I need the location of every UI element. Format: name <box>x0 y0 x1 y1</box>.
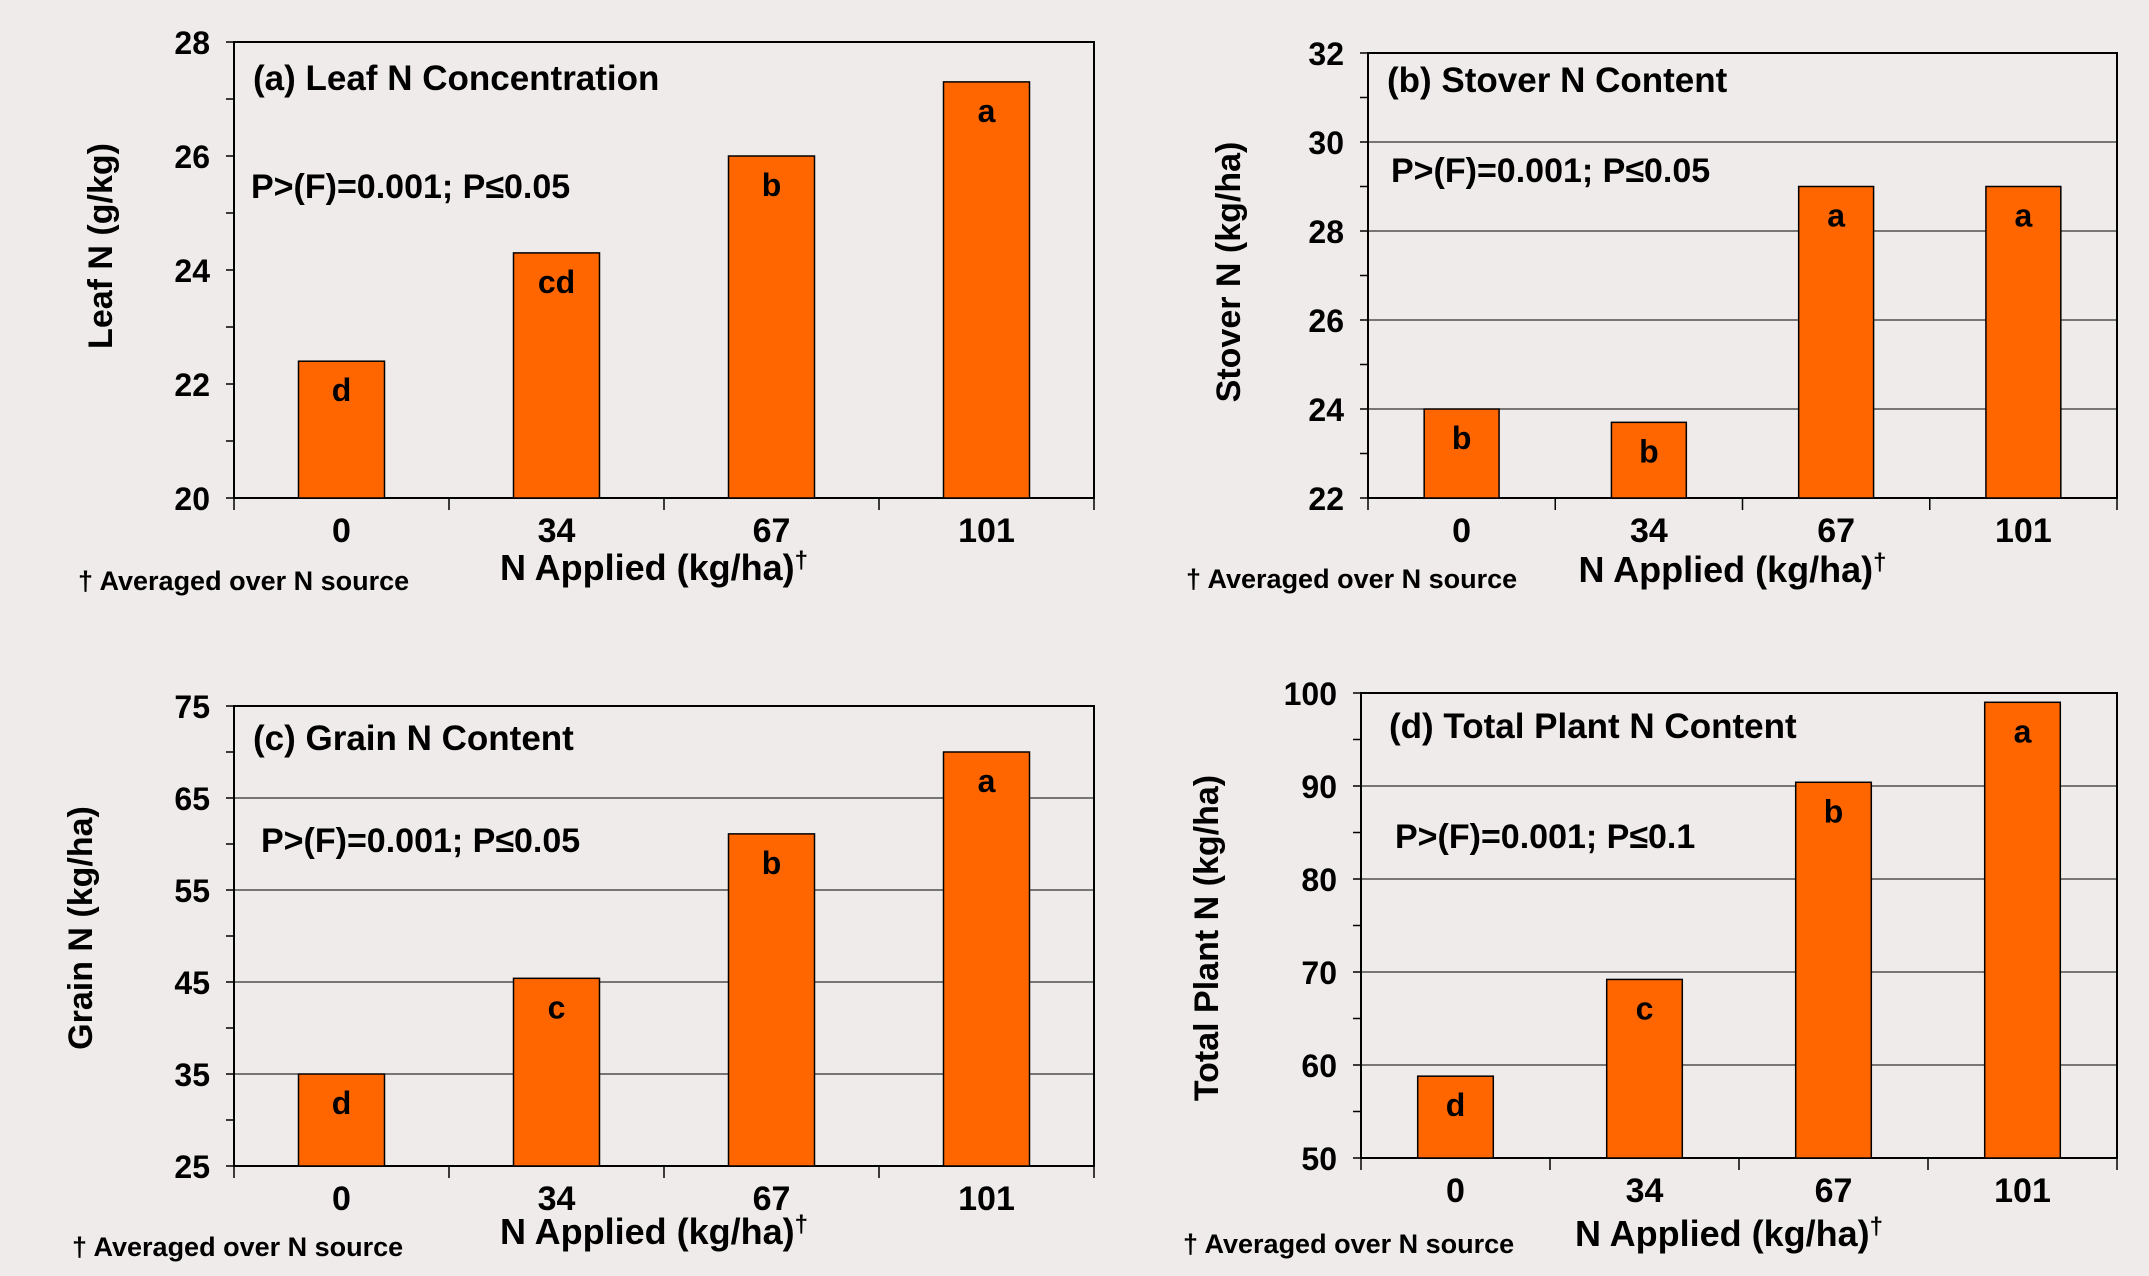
chart-a-bar <box>512 252 601 499</box>
chart-b-y-tick-label: 32 <box>1308 36 1344 72</box>
chart-c-title: (c) Grain N Content <box>253 719 574 758</box>
chart-d-bar <box>1794 781 1873 1159</box>
chart-d-y-tick-label: 80 <box>1301 862 1337 898</box>
chart-c-bar-letter: a <box>978 763 996 799</box>
chart-b-y-tick-label: 30 <box>1308 125 1344 161</box>
chart-c-x-tick-label: 67 <box>753 1180 791 1218</box>
chart-c-bar <box>727 833 816 1167</box>
chart-c-x-tick-label: 34 <box>538 1180 576 1218</box>
chart-b-footnote: † Averaged over N source <box>1186 564 1517 594</box>
chart-a-bar <box>297 360 386 499</box>
chart-d-x-tick-label: 0 <box>1446 1172 1465 1210</box>
chart-b-bar-letter: b <box>1452 420 1472 456</box>
chart-c-y-tick-label: 75 <box>174 689 210 725</box>
chart-b-bar-letter: a <box>1827 198 1845 234</box>
chart-a-x-tick-label: 0 <box>332 512 351 550</box>
chart-d-bar <box>1416 1075 1495 1159</box>
chart-a-annotation: P>(F)=0.001; P≤0.05 <box>251 168 570 206</box>
chart-d-y-axis-label: Total Plant N (kg/ha) <box>1188 775 1226 1101</box>
chart-b-bar-letter: a <box>2014 198 2032 234</box>
chart-d-bar <box>1605 978 1684 1159</box>
chart-c-y-tick-label: 45 <box>174 965 210 1001</box>
chart-b-x-tick-label: 0 <box>1452 512 1471 550</box>
chart-d-y-tick-label: 70 <box>1301 955 1337 991</box>
chart-d-y-tick-label: 100 <box>1284 676 1337 712</box>
chart-d-x-tick-label: 67 <box>1815 1172 1853 1210</box>
chart-d-annotation: P>(F)=0.001; P≤0.1 <box>1395 818 1695 856</box>
chart-a-y-axis-label: Leaf N (g/kg) <box>82 143 120 349</box>
chart-a-bar-letter: cd <box>538 264 575 300</box>
chart-a-x-tick-label: 67 <box>753 512 791 550</box>
chart-c-bar-letter: d <box>332 1085 352 1121</box>
chart-c-x-axis-label-mark: † <box>795 1211 808 1238</box>
chart-d-footnote: † Averaged over N source <box>1183 1229 1514 1259</box>
chart-d-bar-letter: d <box>1446 1087 1466 1123</box>
chart-c-bar <box>942 751 1031 1167</box>
chart-a-title: (a) Leaf N Concentration <box>253 59 659 98</box>
chart-c-x-axis-label: N Applied (kg/ha)† <box>500 1211 808 1252</box>
chart-c-bar <box>512 977 601 1167</box>
chart-b-annotation: P>(F)=0.001; P≤0.05 <box>1391 152 1710 190</box>
chart-b-bar <box>1610 421 1688 499</box>
chart-a-bar-letter: d <box>332 372 352 408</box>
chart-c-y-tick-label: 65 <box>174 781 210 817</box>
chart-b-bar-letter: b <box>1639 433 1659 469</box>
chart-a-y-tick-label: 24 <box>174 253 210 289</box>
chart-a-y-tick-label: 28 <box>174 25 210 61</box>
chart-b-y-tick-label: 22 <box>1308 481 1344 517</box>
chart-b-bar <box>1797 185 1875 499</box>
chart-b-x-tick-label: 101 <box>1995 512 2052 550</box>
chart-c-x-tick-label: 0 <box>332 1180 351 1218</box>
chart-d-x-axis-label-mark: † <box>1870 1213 1883 1240</box>
chart-c-bar-letter: b <box>762 845 782 881</box>
chart-c-bar <box>297 1073 386 1167</box>
chart-c-annotation: P>(F)=0.001; P≤0.05 <box>261 822 580 860</box>
chart-a-y-tick-label: 26 <box>174 139 210 175</box>
chart-a-bar <box>942 81 1031 499</box>
chart-b-x-axis-label-mark: † <box>1873 549 1886 576</box>
chart-d-x-tick-label: 101 <box>1994 1172 2051 1210</box>
chart-b-x-tick-label: 67 <box>1817 512 1855 550</box>
chart-c-footnote: † Averaged over N source <box>72 1232 403 1262</box>
chart-d-bar-letter: b <box>1824 793 1844 829</box>
chart-d-y-tick-label: 60 <box>1301 1048 1337 1084</box>
chart-b-x-axis-label: N Applied (kg/ha)† <box>1578 549 1886 590</box>
chart-b-title: (b) Stover N Content <box>1387 61 1728 100</box>
chart-b-x-tick-label: 34 <box>1630 512 1668 550</box>
chart-a-bar <box>727 155 816 499</box>
chart-c-y-axis-label: Grain N (kg/ha) <box>62 806 100 1050</box>
chart-a-x-tick-label: 101 <box>958 512 1015 550</box>
chart-a-y-tick-label: 20 <box>174 481 210 517</box>
chart-a-bar-letter: a <box>978 93 996 129</box>
chart-d-y-tick-label: 90 <box>1301 769 1337 805</box>
chart-b-bar <box>1423 408 1500 499</box>
chart-d-x-tick-label: 34 <box>1626 1172 1664 1210</box>
chart-a-x-axis-label-mark: † <box>795 547 808 574</box>
chart-d-y-tick-label: 50 <box>1301 1141 1337 1177</box>
chart-a-bar-letter: b <box>762 167 782 203</box>
chart-b-bar <box>1985 185 2062 499</box>
chart-d-title: (d) Total Plant N Content <box>1389 707 1797 746</box>
chart-c-y-tick-label: 55 <box>174 873 210 909</box>
chart-d-x-axis-label: N Applied (kg/ha)† <box>1575 1213 1883 1254</box>
chart-a-x-axis-label: N Applied (kg/ha)† <box>500 547 808 588</box>
chart-a-footnote: † Averaged over N source <box>78 566 409 596</box>
chart-c-y-tick-label: 35 <box>174 1057 210 1093</box>
chart-c-y-tick-label: 25 <box>174 1149 210 1185</box>
chart-d-bar-letter: a <box>2014 713 2032 749</box>
chart-b-y-tick-label: 28 <box>1308 214 1344 250</box>
chart-d-bar <box>1983 701 2062 1159</box>
chart-b-y-tick-label: 26 <box>1308 303 1344 339</box>
chart-b-y-axis-label: Stover N (kg/ha) <box>1210 142 1248 403</box>
chart-a-x-tick-label: 34 <box>538 512 576 550</box>
chart-a-y-tick-label: 22 <box>174 367 210 403</box>
chart-c-bar-letter: c <box>548 989 566 1025</box>
chart-b-y-tick-label: 24 <box>1308 392 1344 428</box>
chart-c-x-tick-label: 101 <box>958 1180 1015 1218</box>
chart-d-bar-letter: c <box>1636 990 1654 1026</box>
